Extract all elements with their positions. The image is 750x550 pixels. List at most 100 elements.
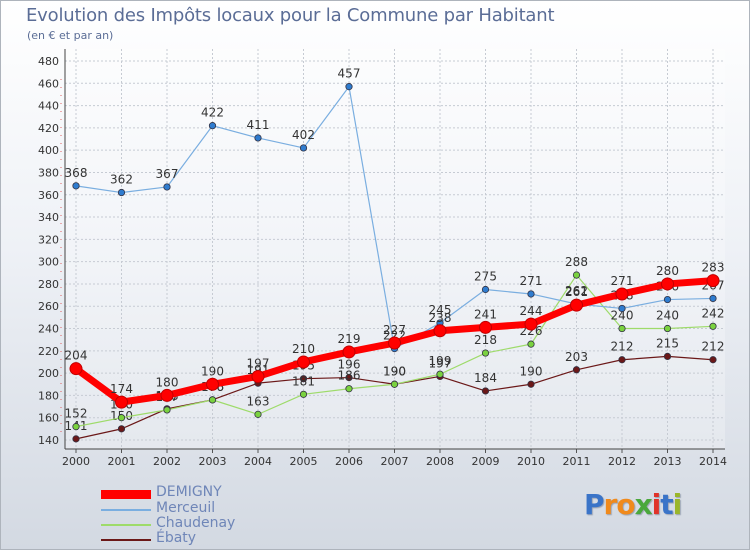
data-point-chaudenay (481, 349, 490, 357)
data-point-baty (663, 352, 672, 360)
data-point-chaudenay (299, 390, 308, 398)
data-label-baty: 184 (474, 371, 497, 385)
data-point-chaudenay (527, 340, 535, 348)
chart-subtitle: (en € et par an) (27, 29, 114, 42)
data-label-merceuil: 457 (338, 67, 361, 81)
y-tick-label: 340 (38, 211, 59, 224)
data-point-baty (117, 425, 126, 433)
data-label-chaudenay: 240 (656, 309, 679, 323)
x-tick-label: 2014 (699, 455, 727, 468)
y-tick-label: 140 (38, 434, 59, 447)
data-point-demigny (524, 317, 538, 331)
data-point-chaudenay (345, 385, 353, 393)
data-label-demigny: 244 (520, 304, 543, 318)
data-point-merceuil (117, 188, 126, 197)
data-point-baty (345, 373, 353, 382)
y-tick-label: 380 (38, 166, 59, 179)
data-label-demigny: 219 (338, 332, 361, 346)
data-label-baty: 190 (383, 364, 406, 378)
data-point-merceuil (527, 290, 535, 298)
logo-letter: i (651, 488, 662, 521)
data-label-merceuil: 422 (201, 106, 224, 120)
data-point-chaudenay (572, 271, 581, 279)
legend-swatch-ebaty (101, 539, 151, 541)
chart-title: Evolution des Impôts locaux pour la Comm… (26, 5, 555, 26)
x-tick-label: 2010 (517, 455, 545, 468)
data-label-chaudenay: 288 (565, 255, 588, 269)
legend-swatch-demigny (101, 490, 151, 499)
y-tick-label: 280 (38, 278, 59, 291)
x-tick-label: 2012 (608, 455, 636, 468)
legend-label-merceuil: Merceuil (156, 500, 216, 516)
y-tick-label: 300 (38, 256, 59, 269)
data-label-demigny: 241 (474, 307, 497, 321)
data-label-chaudenay: 199 (429, 354, 452, 368)
x-tick-label: 2009 (472, 455, 500, 468)
logo-letter: t (660, 488, 673, 521)
x-tick-label: 2004 (244, 455, 272, 468)
data-label-merceuil: 271 (520, 274, 543, 288)
data-point-baty (72, 435, 80, 443)
data-label-baty: 190 (520, 364, 543, 378)
y-tick-label: 480 (38, 55, 59, 68)
data-label-chaudenay: 186 (338, 369, 361, 383)
x-tick-label: 2008 (426, 455, 454, 468)
data-point-merceuil (663, 295, 672, 304)
data-label-merceuil: 411 (247, 118, 270, 132)
data-point-merceuil (208, 122, 217, 130)
data-point-demigny (433, 324, 447, 338)
data-point-merceuil (709, 294, 717, 303)
y-tick-label: 200 (38, 367, 59, 380)
y-tick-label: 160 (38, 412, 59, 425)
data-label-chaudenay: 240 (611, 309, 634, 323)
data-label-baty: 197 (429, 356, 452, 370)
x-tick-label: 2001 (108, 455, 136, 468)
proxiti-logo: Proxiti (584, 488, 682, 521)
data-point-chaudenay (663, 324, 672, 333)
logo-letter: o (616, 488, 635, 521)
data-point-demigny (342, 345, 356, 359)
data-label-merceuil: 245 (429, 303, 452, 317)
legend-swatch-merceuil (101, 509, 151, 511)
x-tick-label: 2000 (62, 455, 90, 468)
data-label-demigny: 174 (110, 382, 133, 396)
data-point-demigny (615, 287, 629, 301)
data-point-baty (618, 356, 626, 364)
data-point-chaudenay (436, 370, 444, 378)
x-tick-label: 2011 (563, 455, 591, 468)
y-tick-label: 420 (38, 122, 59, 135)
x-tick-label: 2005 (290, 455, 318, 468)
data-label-demigny: 283 (702, 261, 725, 275)
data-label-merceuil: 362 (110, 173, 133, 187)
data-point-demigny (297, 355, 310, 369)
y-tick-label: 400 (38, 144, 59, 157)
logo-letter: r (603, 488, 618, 521)
data-point-merceuil (163, 183, 171, 191)
y-tick-label: 180 (38, 389, 59, 402)
data-label-chaudenay: 163 (247, 394, 270, 408)
legend-label-ebaty: Ébaty (156, 530, 197, 546)
data-label-merceuil: 402 (292, 128, 315, 142)
data-point-baty (481, 387, 490, 395)
data-point-demigny (251, 369, 265, 383)
data-point-merceuil (345, 83, 353, 91)
data-point-merceuil (299, 144, 308, 152)
data-point-chaudenay (208, 396, 217, 404)
data-label-chaudenay: 242 (702, 306, 725, 320)
data-label-baty: 203 (565, 350, 588, 364)
data-point-chaudenay (618, 324, 626, 333)
data-point-chaudenay (254, 410, 262, 418)
data-label-chaudenay: 152 (65, 407, 88, 421)
data-point-chaudenay (163, 406, 171, 414)
data-label-chaudenay: 181 (292, 374, 315, 388)
data-point-merceuil (481, 285, 490, 294)
data-point-merceuil (72, 182, 80, 190)
data-point-chaudenay (390, 380, 399, 388)
y-tick-label: 220 (38, 345, 59, 358)
data-label-baty: 212 (702, 340, 725, 354)
data-label-baty: 215 (656, 336, 679, 350)
data-point-demigny (160, 388, 174, 402)
data-point-merceuil (618, 304, 626, 313)
